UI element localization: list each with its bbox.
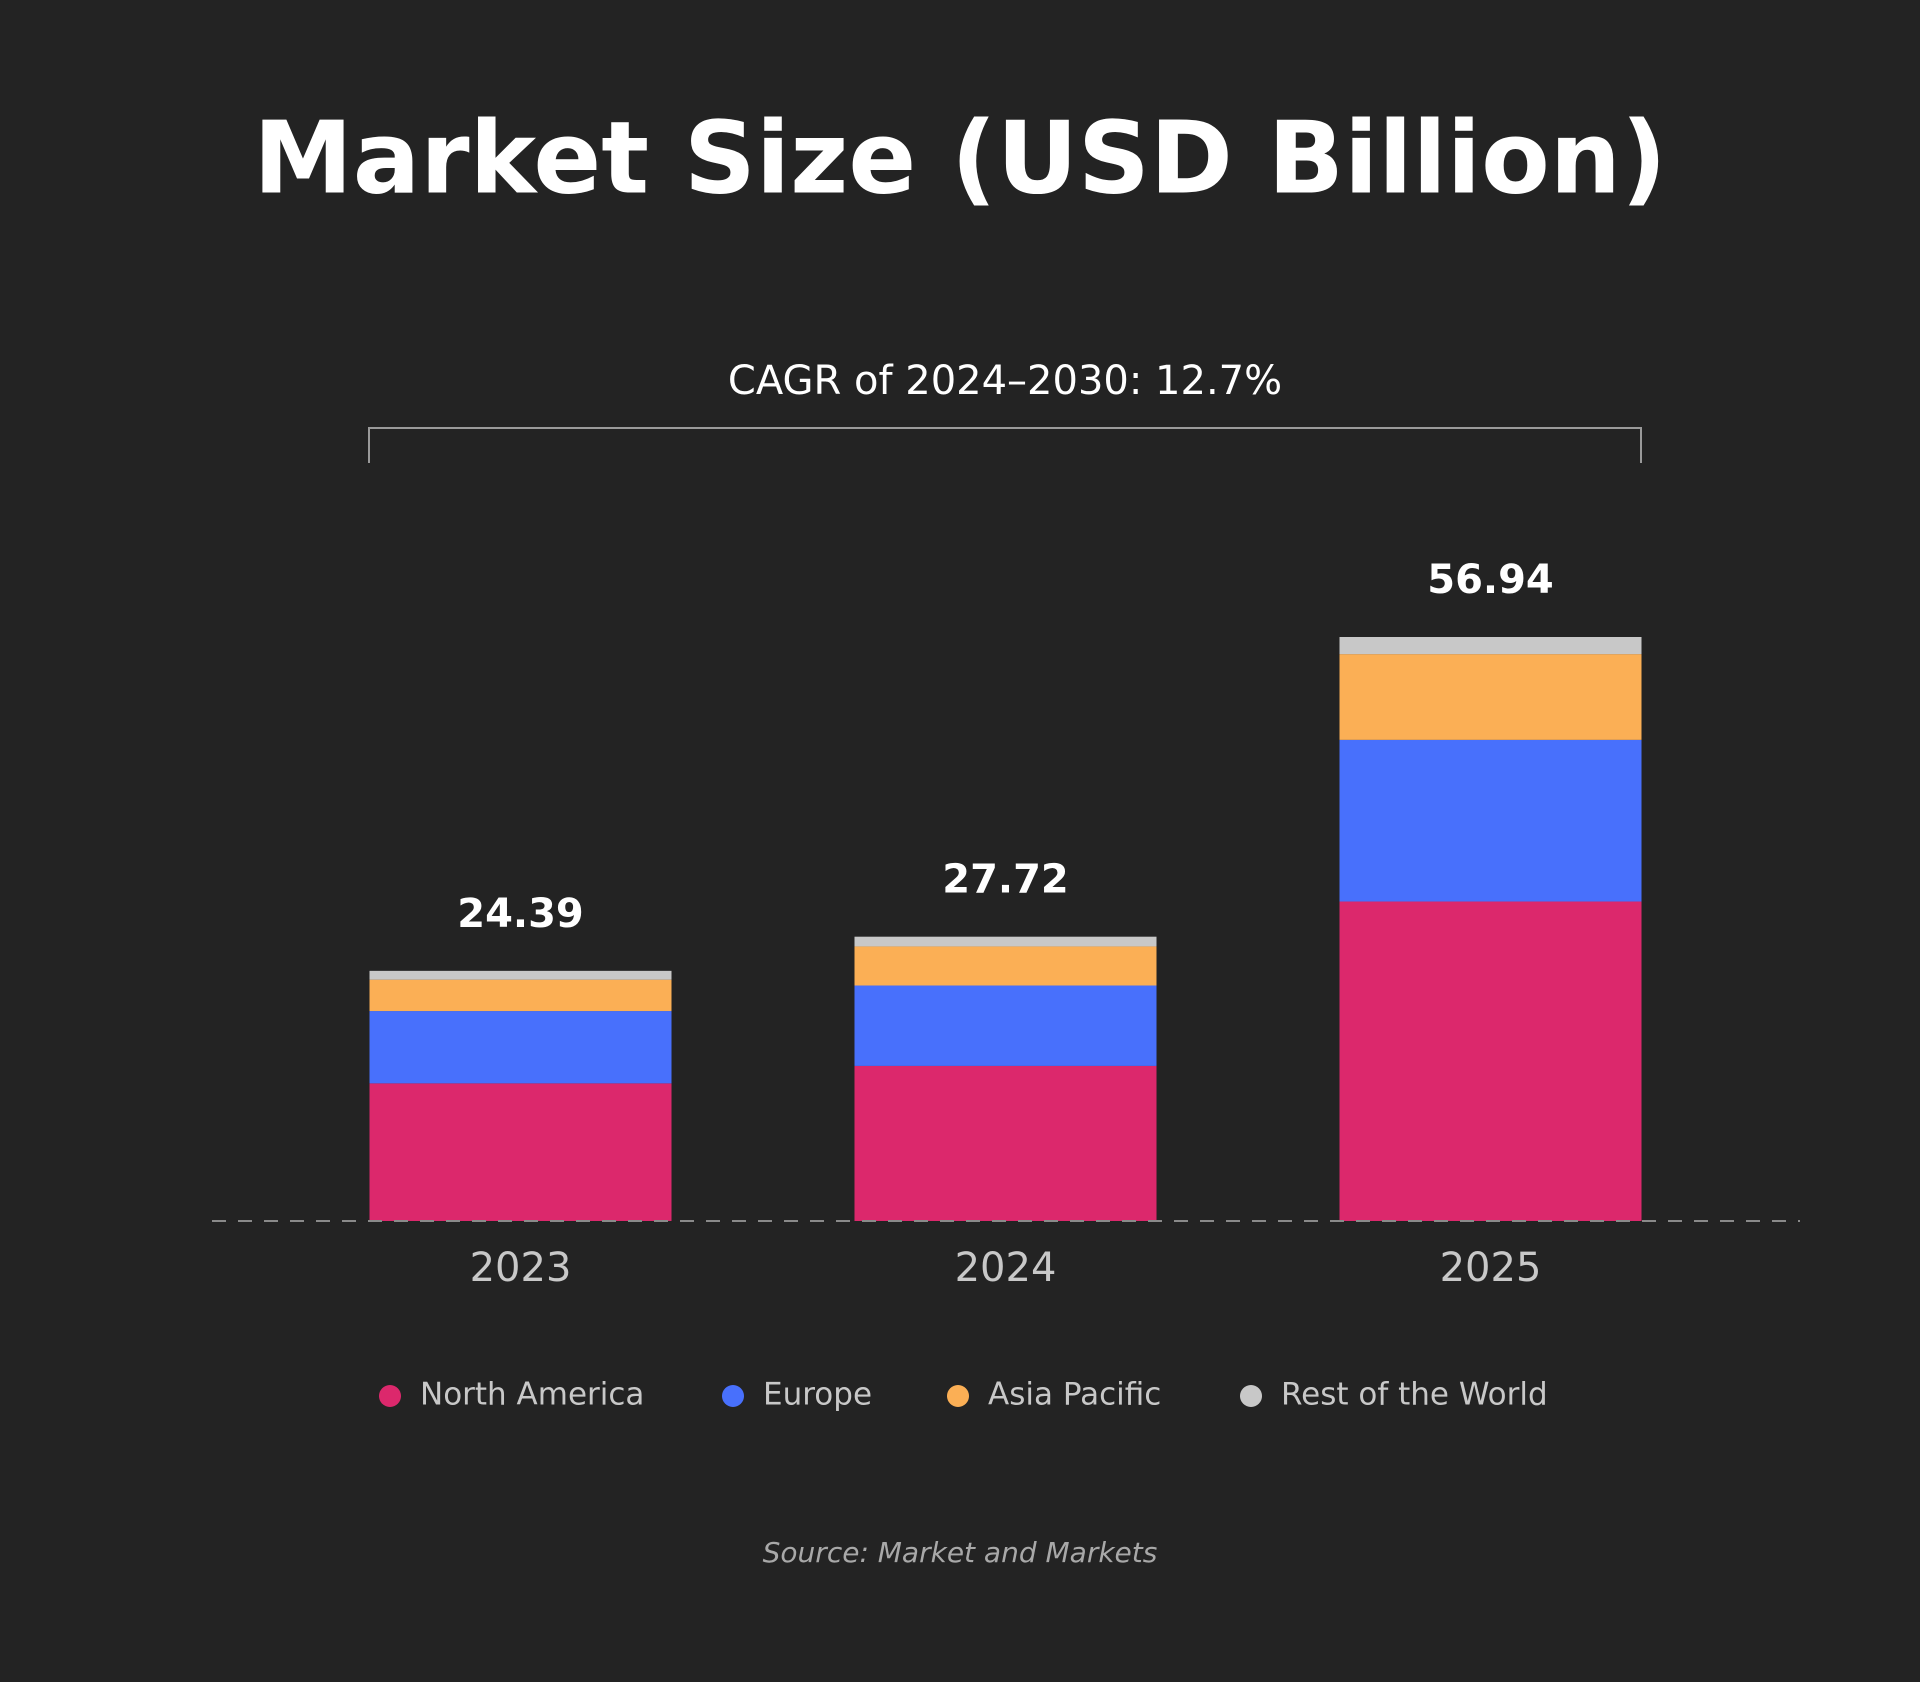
bar-segment [369,979,672,1012]
legend-marker [379,1385,401,1407]
source: Source: Market and Markets [763,1536,1158,1569]
legend-marker [1240,1385,1262,1407]
bar-segment [369,1011,672,1084]
bar-segment [854,936,1157,947]
legend-label: Europe [763,1377,872,1413]
x-tick-label: 2023 [470,1245,572,1291]
legend-marker [947,1385,969,1407]
bar-segment [854,946,1157,986]
x-tick-label: 2024 [955,1245,1057,1291]
bar-segment [854,1065,1157,1221]
bar-segment [1339,654,1642,740]
cagr-annotation: CAGR of 2024–2030: 12.7% [728,358,1282,404]
x-tick-label: 2025 [1440,1245,1542,1291]
total-label: 56.94 [1427,557,1554,603]
bar-segment [1339,637,1642,655]
bar-segment [1339,901,1642,1221]
cagr-bracket [368,427,1642,463]
legend-marker [722,1385,744,1407]
bar-segment [854,985,1157,1066]
bar-segment [369,970,672,980]
chart-title: Market Size (USD Billion) [253,99,1666,216]
bar-segment [369,1083,672,1221]
total-label: 27.72 [942,857,1069,903]
bar-segment [1339,739,1642,902]
legend-label: North America [420,1377,644,1413]
legend-label: Asia Pacific [988,1377,1161,1413]
legend-label: Rest of the World [1281,1377,1548,1413]
total-label: 24.39 [457,891,584,937]
